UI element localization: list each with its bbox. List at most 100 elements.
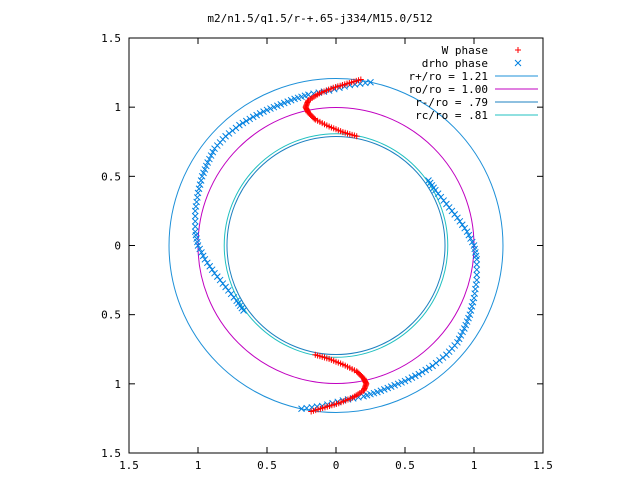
drho-point	[200, 169, 207, 177]
drho-point	[467, 307, 475, 314]
y-tick-label: 1	[114, 101, 121, 114]
drho-point	[465, 231, 473, 239]
drho-point	[260, 108, 267, 116]
drho-point	[263, 106, 271, 114]
drho-point	[456, 217, 464, 225]
drho-point	[468, 238, 476, 246]
drho-point	[463, 318, 471, 325]
circle-r-	[226, 135, 446, 356]
drho-point	[384, 384, 392, 392]
drho-point	[191, 223, 199, 230]
w-phase-point	[308, 408, 315, 415]
drho-point	[191, 217, 199, 225]
drho-point	[460, 325, 468, 332]
drho-point	[387, 383, 395, 390]
y-tick-label: 0.5	[101, 309, 121, 322]
drho-point	[461, 224, 469, 232]
drho-point	[280, 99, 288, 107]
drho-point	[458, 221, 466, 229]
y-tick-label: 0.5	[101, 170, 121, 183]
circle-ro	[197, 107, 475, 384]
drho-point	[291, 95, 298, 103]
drho-point	[208, 266, 216, 274]
drho-point	[418, 368, 426, 376]
drho-point	[246, 115, 254, 123]
drho-point	[473, 276, 481, 284]
legend-label: r+/ro = 1.21	[409, 70, 488, 83]
x-tick-label: 0.5	[257, 459, 277, 472]
drho-point	[277, 101, 285, 108]
drho-point	[287, 96, 295, 104]
drho-point	[459, 328, 466, 336]
drho-point	[394, 380, 402, 388]
x-tick-label: 1.5	[533, 459, 553, 472]
drho-point	[270, 103, 278, 111]
drho-point	[374, 388, 381, 396]
drho-point	[462, 321, 470, 329]
drho-point	[473, 261, 481, 268]
drho-point	[256, 110, 264, 117]
drho-point	[194, 242, 202, 249]
drho-point	[411, 372, 419, 380]
drho-point	[242, 117, 250, 125]
x-tick-label: 1.5	[119, 459, 139, 472]
drho-point	[211, 145, 218, 153]
drho-point	[267, 105, 274, 112]
drho-point	[398, 379, 405, 386]
drho-point	[253, 111, 261, 119]
drho-point	[463, 228, 471, 236]
drho-point	[206, 262, 214, 270]
x-tick-label: 1	[471, 459, 478, 472]
drho-point	[470, 242, 478, 249]
drho-point	[195, 185, 203, 193]
drho-point	[198, 249, 205, 256]
drho-point	[391, 381, 399, 389]
drho-point	[239, 119, 247, 127]
axis-ticks: 1.5 1 0.5 0 0.5 1 1.51.510.500.511.5	[101, 32, 553, 472]
drho-point	[207, 152, 215, 159]
legend-label: r-/ro = .79	[415, 96, 488, 109]
drho-point	[199, 252, 207, 260]
drho-point	[408, 374, 416, 381]
drho-point	[380, 386, 388, 393]
drho-point	[196, 181, 204, 188]
drho-point	[468, 303, 476, 310]
legend-marker	[514, 59, 522, 67]
drho-point	[201, 166, 209, 173]
drho-point	[473, 271, 481, 279]
drho-point	[401, 377, 409, 385]
drho-point	[196, 245, 204, 253]
drho-point	[191, 207, 199, 215]
drho-point	[377, 387, 385, 395]
drho-point	[405, 375, 412, 383]
drho-point	[240, 307, 247, 314]
drho-point	[203, 259, 211, 267]
drho-point	[209, 148, 217, 156]
legend-label: drho phase	[422, 57, 488, 70]
circle-r+	[168, 78, 504, 413]
drho-point	[457, 332, 465, 339]
circle-rc	[223, 133, 449, 358]
y-tick-label: 1.5	[101, 447, 121, 460]
drho-point	[191, 212, 199, 220]
x-tick-label: 0.5	[395, 459, 415, 472]
drho-point	[201, 255, 209, 263]
y-tick-label: 1	[114, 378, 121, 391]
drho-point	[284, 98, 292, 105]
drho-point	[198, 172, 206, 180]
drho-point	[273, 102, 281, 110]
drho-point	[465, 314, 472, 322]
w-phase-point	[357, 76, 364, 83]
drho-point	[454, 338, 461, 346]
legend-label: rc/ro = .81	[415, 109, 488, 122]
legend-label: W phase	[442, 44, 488, 57]
drho-point	[204, 159, 212, 166]
drho-point	[473, 266, 481, 274]
drho-point	[466, 311, 474, 319]
y-tick-label: 0	[114, 240, 121, 253]
x-tick-label: 1	[195, 459, 202, 472]
legend-label: ro/ro = 1.00	[409, 83, 488, 96]
drho-point	[202, 162, 210, 170]
